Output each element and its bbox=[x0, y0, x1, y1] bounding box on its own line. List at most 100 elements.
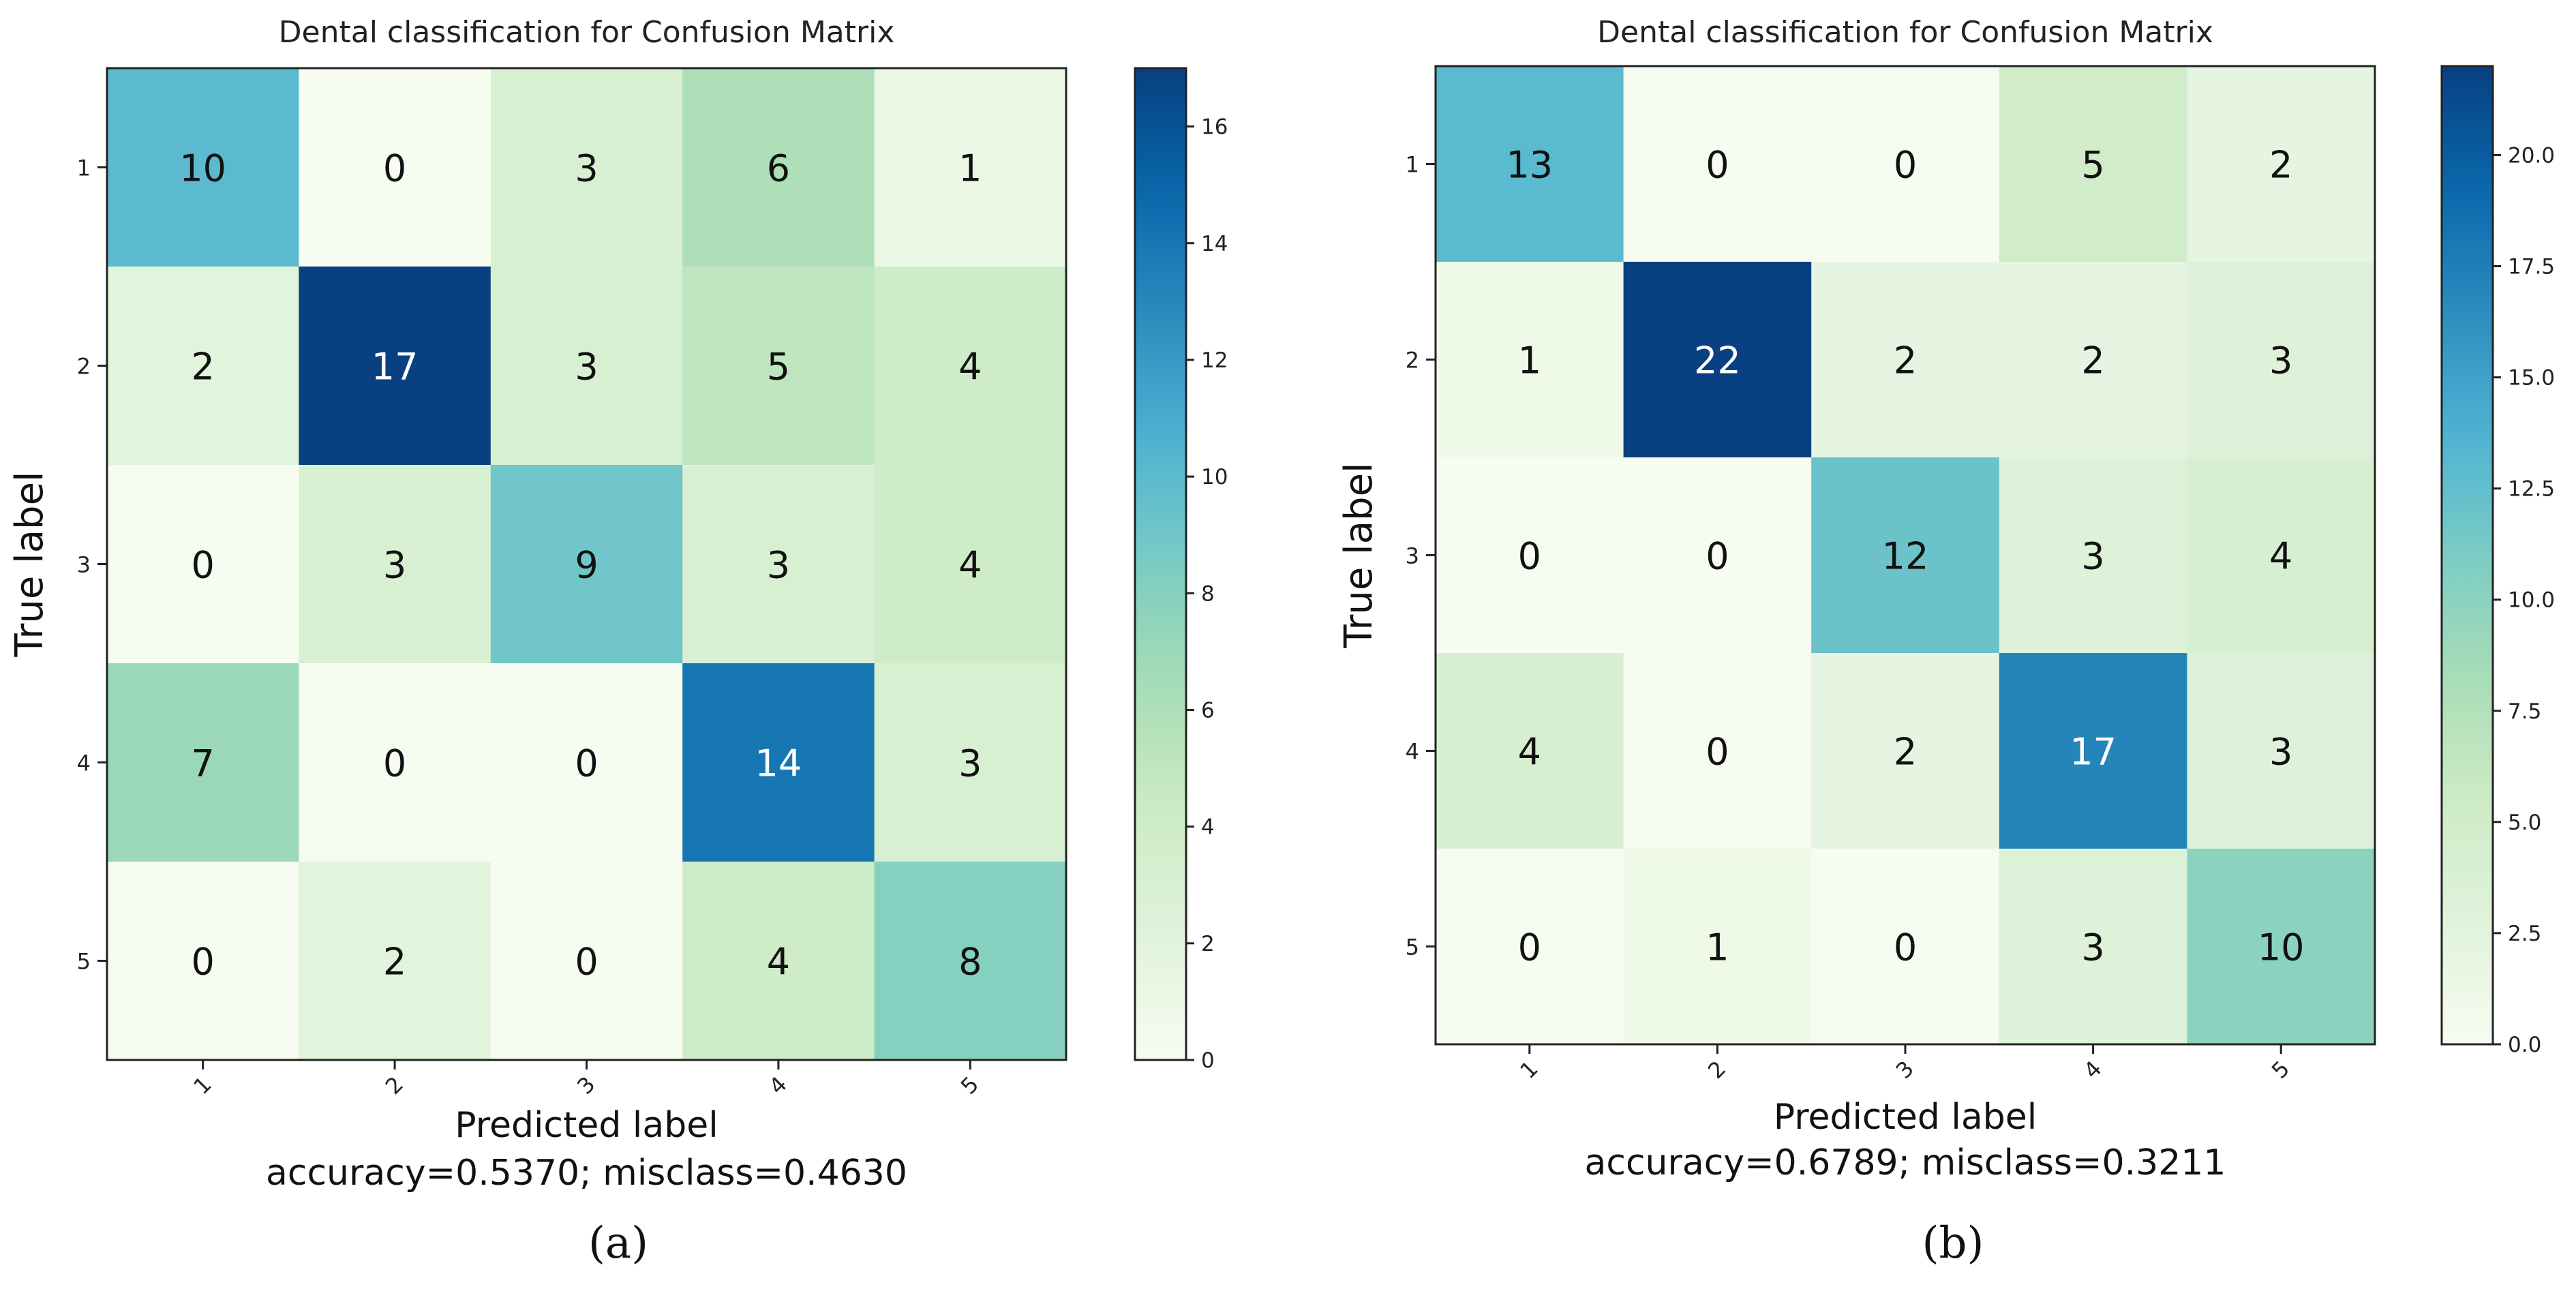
heatmap-cell-r1-c3 bbox=[1811, 66, 2000, 262]
cell-value-label: 1 bbox=[1706, 926, 1729, 969]
cell-value-label: 5 bbox=[2081, 144, 2104, 187]
cell-value-label: 0 bbox=[1518, 926, 1541, 969]
heatmap-cell-r5-c1 bbox=[107, 862, 299, 1061]
heatmap-cell-r3-c3 bbox=[490, 465, 683, 664]
cell-value-label: 0 bbox=[383, 742, 406, 785]
y-tick-label: 4 bbox=[77, 750, 91, 776]
heatmap-cell-r5-c5 bbox=[874, 862, 1067, 1061]
heatmap-cell-r5-c4 bbox=[682, 862, 875, 1061]
cell-value-label: 3 bbox=[2269, 731, 2292, 774]
heatmap-cell-r1-c1 bbox=[1436, 66, 1624, 262]
cell-value-label: 17 bbox=[372, 346, 419, 389]
colorbar-tick-label: 6 bbox=[1201, 698, 1215, 723]
cell-value-label: 2 bbox=[2081, 339, 2104, 382]
colorbar-tick-label: 0 bbox=[1201, 1048, 1215, 1073]
heatmap-cell-r5-c1 bbox=[1436, 849, 1624, 1045]
cell-value-label: 0 bbox=[575, 742, 598, 785]
cell-value-label: 3 bbox=[575, 346, 598, 389]
cell-value-label: 5 bbox=[767, 346, 790, 389]
cell-value-label: 3 bbox=[2081, 535, 2104, 578]
cell-value-label: 2 bbox=[192, 346, 215, 389]
cell-value-label: 4 bbox=[767, 941, 790, 984]
cell-value-label: 3 bbox=[2081, 926, 2104, 969]
cell-value-label: 4 bbox=[958, 544, 982, 587]
x-axis-label: Predicted label bbox=[1774, 1097, 2037, 1138]
cell-value-label: 3 bbox=[383, 544, 406, 587]
cell-value-label: 2 bbox=[1894, 339, 1917, 382]
cell-value-label: 0 bbox=[1706, 731, 1729, 774]
cell-value-label: 10 bbox=[2258, 926, 2305, 969]
cell-value-label: 17 bbox=[2070, 731, 2117, 774]
heatmap-cell-r1-c5 bbox=[2187, 66, 2376, 262]
cell-value-label: 1 bbox=[1518, 339, 1541, 382]
heatmap-cell-r3-c1 bbox=[1436, 457, 1624, 654]
heatmap-cell-r2-c3 bbox=[490, 267, 683, 466]
cell-value-label: 9 bbox=[575, 544, 598, 587]
colorbar-tick-label: 0.0 bbox=[2508, 1033, 2541, 1057]
heatmap-cell-r1-c4 bbox=[1999, 66, 2187, 262]
colorbar-tick-label: 12 bbox=[1201, 348, 1228, 373]
heatmap-cell-r4-c4 bbox=[682, 663, 875, 862]
heatmap-cell-r4-c3 bbox=[1811, 653, 2000, 849]
panel-label: (a) bbox=[588, 1218, 648, 1269]
y-axis-label: True label bbox=[1337, 462, 1381, 648]
colorbar-tick-label: 14 bbox=[1201, 232, 1228, 256]
heatmap-cell-r2-c1 bbox=[107, 267, 299, 466]
colorbar-tick-label: 17.5 bbox=[2508, 255, 2555, 279]
cell-value-label: 6 bbox=[767, 147, 790, 190]
heatmap-cell-r5-c2 bbox=[1623, 849, 1812, 1045]
colorbar-tick-label: 12.5 bbox=[2508, 477, 2555, 502]
heatmap-cell-r3-c1 bbox=[107, 465, 299, 664]
heatmap-cell-r2-c4 bbox=[1999, 262, 2187, 458]
heatmap-cell-r1-c5 bbox=[874, 68, 1067, 267]
chart-panel-a: Dental classification for Confusion Matr… bbox=[7, 15, 1228, 1269]
heatmap-cell-r2-c4 bbox=[682, 267, 875, 466]
chart-title: Dental classification for Confusion Matr… bbox=[1597, 15, 2213, 50]
cell-value-label: 7 bbox=[192, 742, 215, 785]
cell-value-label: 4 bbox=[2269, 535, 2292, 578]
heatmap-cell-r4-c4 bbox=[1999, 653, 2187, 849]
accuracy-caption: accuracy=0.6789; misclass=0.3211 bbox=[1585, 1142, 2226, 1183]
heatmap-cell-r4-c1 bbox=[1436, 653, 1624, 849]
heatmap-cell-r5-c3 bbox=[490, 862, 683, 1061]
colorbar-tick-label: 10 bbox=[1201, 465, 1228, 489]
colorbar-tick-label: 20.0 bbox=[2508, 143, 2555, 168]
cell-value-label: 0 bbox=[383, 147, 406, 190]
cell-value-label: 0 bbox=[1706, 535, 1729, 578]
cell-value-label: 0 bbox=[192, 941, 215, 984]
chart-panel-b: Dental classification for Confusion Matr… bbox=[1337, 15, 2555, 1269]
heatmap-cell-r4-c5 bbox=[874, 663, 1067, 862]
y-tick-label: 2 bbox=[77, 354, 91, 380]
cell-value-label: 0 bbox=[1706, 144, 1729, 187]
heatmap-cell-r1-c1 bbox=[107, 68, 299, 267]
y-tick-label: 4 bbox=[1406, 739, 1419, 765]
heatmap-cell-r4-c5 bbox=[2187, 653, 2376, 849]
accuracy-caption: accuracy=0.5370; misclass=0.4630 bbox=[266, 1153, 907, 1194]
heatmap-cell-r4-c2 bbox=[1623, 653, 1812, 849]
cell-value-label: 8 bbox=[958, 941, 982, 984]
y-tick-label: 2 bbox=[1406, 348, 1419, 374]
cell-value-label: 14 bbox=[755, 742, 802, 785]
colorbar-tick-label: 10.0 bbox=[2508, 588, 2555, 613]
cell-value-label: 3 bbox=[767, 544, 790, 587]
colorbar-tick-label: 16 bbox=[1201, 115, 1228, 140]
heatmap-cell-r1-c3 bbox=[490, 68, 683, 267]
heatmap-cell-r1-c2 bbox=[299, 68, 491, 267]
y-tick-label: 1 bbox=[77, 155, 91, 181]
cell-value-label: 22 bbox=[1694, 339, 1741, 382]
cell-value-label: 0 bbox=[1518, 535, 1541, 578]
cell-value-label: 2 bbox=[383, 941, 406, 984]
heatmap-cell-r2-c3 bbox=[1811, 262, 2000, 458]
heatmap-cell-r1-c2 bbox=[1623, 66, 1812, 262]
cell-value-label: 4 bbox=[958, 346, 982, 389]
heatmap-cell-r2-c2 bbox=[299, 267, 491, 466]
heatmap-cell-r3-c5 bbox=[874, 465, 1067, 664]
heatmap-cell-r5-c3 bbox=[1811, 849, 2000, 1045]
colorbar-tick-label: 7.5 bbox=[2508, 699, 2541, 724]
heatmap-cell-r4-c2 bbox=[299, 663, 491, 862]
cell-value-label: 3 bbox=[958, 742, 982, 785]
cell-value-label: 0 bbox=[1894, 144, 1917, 187]
cell-value-label: 12 bbox=[1882, 535, 1929, 578]
y-axis-label: True label bbox=[7, 471, 52, 657]
